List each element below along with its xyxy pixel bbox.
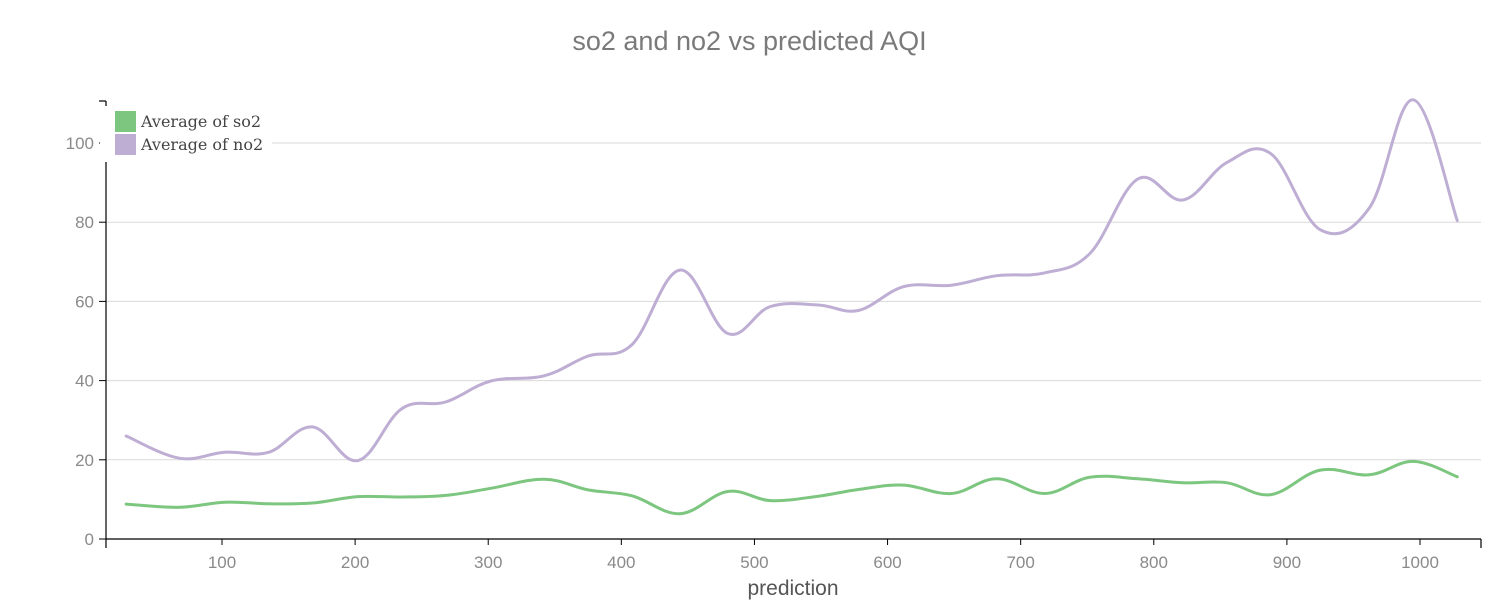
legend-label-no2: Average of no2 (140, 135, 263, 154)
y-tick-label-20: 20 (75, 451, 94, 470)
legend-swatch-no2 (115, 134, 136, 155)
x-axis-label: prediction (747, 577, 838, 600)
legend-swatch-so2 (115, 111, 136, 132)
tick-labels: 0 20 40 60 80 100 100 200 300 400 500 600 700 800 900 1… (66, 134, 1439, 572)
series-line-no2 (124, 98, 1459, 463)
x-tick-label-500: 500 (740, 553, 768, 572)
x-tick-label-600: 600 (873, 553, 901, 572)
y-tick-label-0: 0 (85, 530, 94, 549)
y-tick-label-80: 80 (75, 213, 94, 232)
y-tick-label-100: 100 (66, 134, 94, 153)
x-tick-label-300: 300 (474, 553, 502, 572)
x-tick-label-900: 900 (1273, 553, 1301, 572)
x-tick-label-800: 800 (1140, 553, 1168, 572)
gridlines (106, 142, 1481, 461)
x-tick-label-1000: 1000 (1401, 553, 1439, 572)
legend: Average of so2 Average of no2 (100, 106, 272, 162)
x-tick-label-200: 200 (341, 553, 369, 572)
y-tick-label-40: 40 (75, 372, 94, 391)
legend-label-so2: Average of so2 (140, 112, 261, 131)
chart-title: so2 and no2 vs predicted AQI (572, 26, 927, 56)
series-lines (124, 98, 1459, 516)
x-tick-label-700: 700 (1006, 553, 1034, 572)
series-line-so2 (124, 459, 1459, 516)
x-tick-label-400: 400 (607, 553, 635, 572)
axes (99, 100, 1482, 548)
y-tick-label-60: 60 (75, 292, 94, 311)
x-tick-label-100: 100 (208, 553, 236, 572)
